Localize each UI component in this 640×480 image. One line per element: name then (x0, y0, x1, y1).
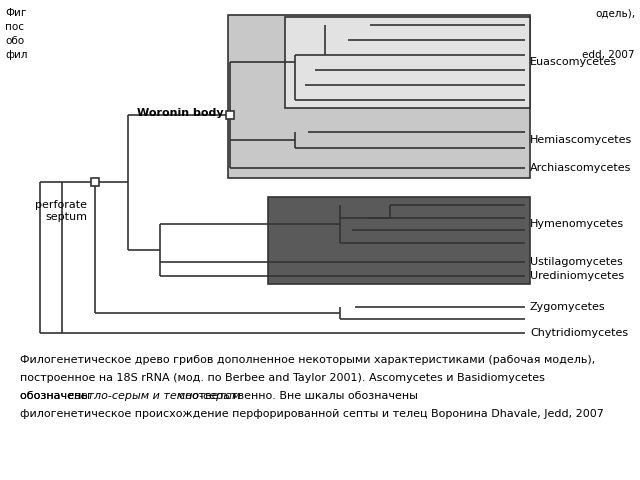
Text: пос: пос (5, 22, 24, 32)
Text: perforate
septum: perforate septum (35, 200, 87, 222)
Text: Zygomycetes: Zygomycetes (530, 302, 605, 312)
Bar (268, 197, 530, 284)
Bar (285, 17, 530, 108)
Bar (226, 111, 234, 119)
Text: обозначены: обозначены (20, 391, 93, 401)
Text: Ustilagomycetes: Ustilagomycetes (530, 257, 623, 267)
Text: Филогенетическое древо грибов дополненное некоторыми характеристиками (рабочая м: Филогенетическое древо грибов дополненно… (20, 355, 595, 365)
Text: фил: фил (5, 50, 28, 60)
Text: Woronin body: Woronin body (138, 108, 224, 118)
Text: одель),: одель), (595, 8, 635, 18)
Text: Hemiascomycetes: Hemiascomycetes (530, 135, 632, 145)
Text: Hymenomycetes: Hymenomycetes (530, 219, 624, 229)
Text: Euascomycetes: Euascomycetes (530, 57, 617, 67)
Bar (91, 178, 99, 186)
Bar (228, 15, 530, 178)
Text: Фиг: Фиг (5, 8, 26, 18)
Text: соответственно. Вне шкалы обозначены: соответственно. Вне шкалы обозначены (172, 391, 418, 401)
Text: обо: обо (5, 36, 24, 46)
Text: edd, 2007: edd, 2007 (582, 50, 635, 60)
Text: Archiascomycetes: Archiascomycetes (530, 163, 632, 173)
Text: Urediniomycetes: Urediniomycetes (530, 271, 624, 281)
Text: филогенетическое происхождение перфорированной септы и телец Воронина Dhavale, J: филогенетическое происхождение перфориро… (20, 409, 604, 419)
Text: построенное на 18S rRNA (мод. по Berbee and Taylor 2001). Ascomycetes и Basidiom: построенное на 18S rRNA (мод. по Berbee … (20, 373, 545, 383)
Text: Chytridiomycetes: Chytridiomycetes (530, 328, 628, 338)
Text: обозначены: обозначены (20, 391, 93, 401)
Text: светло-серым и темно-серым: светло-серым и темно-серым (68, 391, 240, 401)
